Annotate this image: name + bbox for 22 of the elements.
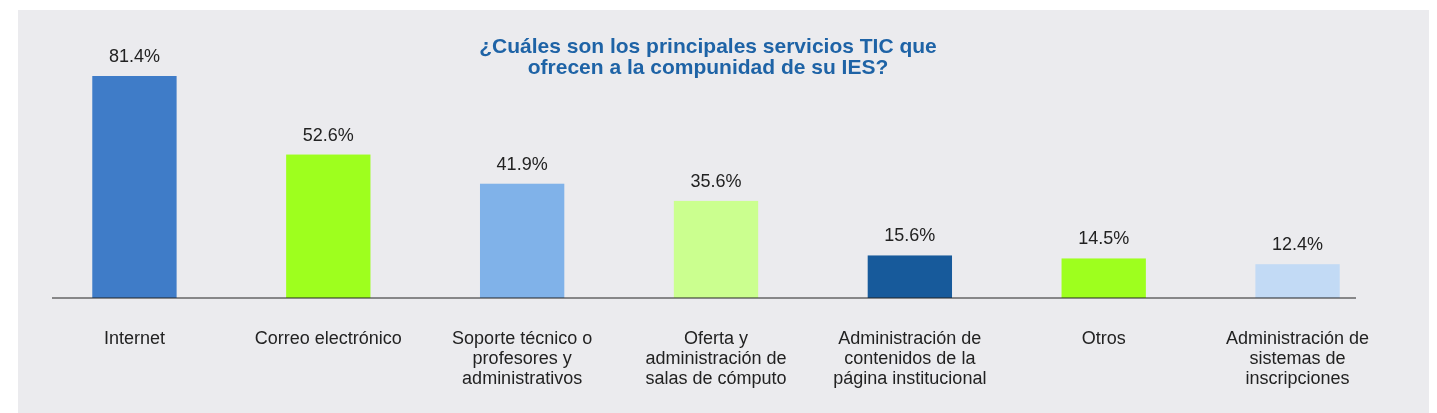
x-tick-label: Administración de sistemas de inscripciones (1226, 328, 1370, 388)
bar (92, 76, 177, 298)
data-label: 81.4% (108, 46, 160, 66)
bar (1255, 264, 1340, 298)
x-tick-label: Otros (1081, 328, 1126, 348)
bar (1061, 258, 1146, 298)
bar (673, 200, 759, 298)
x-tick-label: Administración de contenidos de la página institucional (833, 328, 987, 388)
bar (867, 255, 953, 298)
data-label: 12.4% (1272, 234, 1324, 255)
x-tick-label: Oferta y administración de salas de cómputo (645, 328, 787, 388)
x-tick-label: Soporte técnico o profesores y administrativos (452, 328, 593, 388)
x-tick-label: Internet (103, 328, 165, 348)
x-tick-label: Correo electrónico (254, 328, 402, 348)
data-label: 35.6% (690, 170, 742, 191)
bar (479, 183, 565, 298)
chart-title: ¿Cuáles son los principales servicios TIC que ofrecen a la compunidad de su IES? (479, 34, 937, 78)
data-label: 41.9% (496, 153, 548, 174)
data-label: 52.6% (302, 124, 354, 145)
bar (286, 154, 371, 298)
data-label: 15.6% (884, 225, 936, 246)
data-label: 14.5% (1078, 228, 1130, 249)
